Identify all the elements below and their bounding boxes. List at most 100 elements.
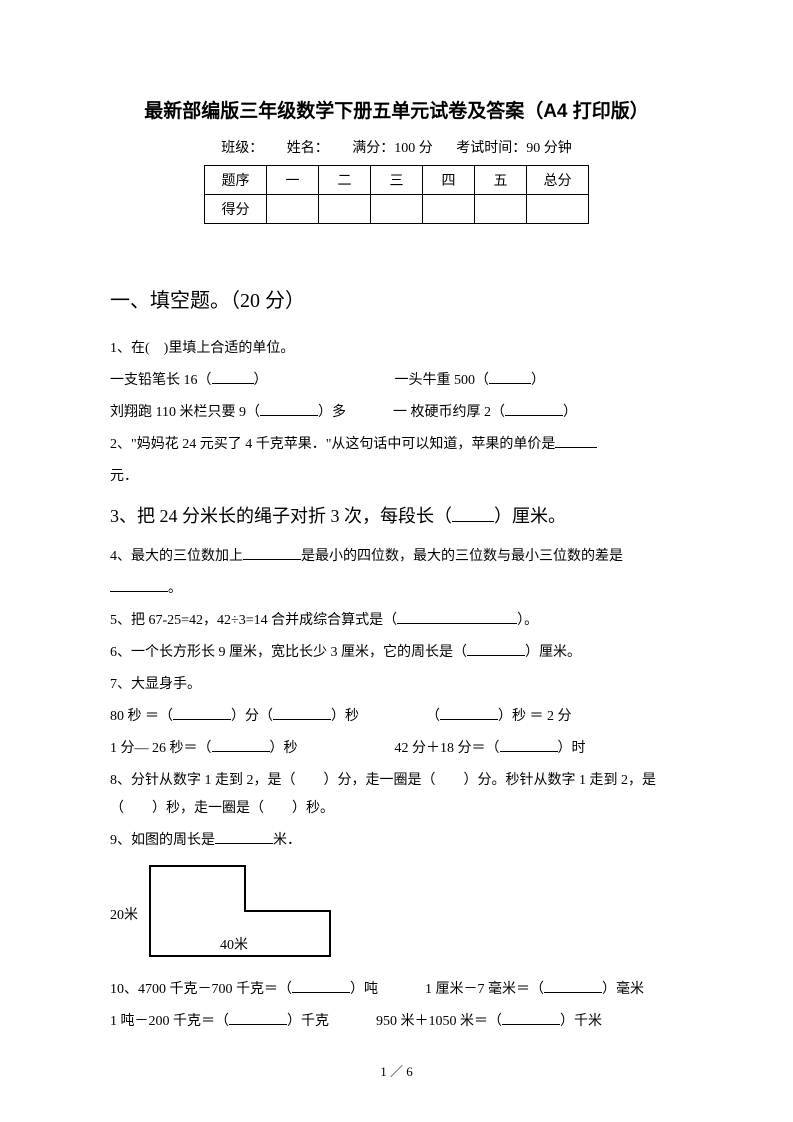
q2-a: 2、"妈妈花 24 元买了 4 千克苹果．"从这句话中可以知道，苹果的单价是 xyxy=(110,437,555,452)
th-2: 二 xyxy=(319,166,371,195)
q7b-post: ）秒 ＝ 2 分 xyxy=(498,709,572,724)
th-3: 三 xyxy=(371,166,423,195)
blank xyxy=(500,738,558,752)
score-table: 题序 一 二 三 四 五 总分 得分 xyxy=(204,165,589,224)
name-label: 姓名： xyxy=(287,141,329,156)
q7-row2: 1 分— 26 秒＝（）秒 42 分＋18 分＝（）时 xyxy=(110,735,683,763)
time-label: 考试时间：90 分钟 xyxy=(456,141,572,156)
q1b-post: ） xyxy=(531,373,545,388)
class-label: 班级： xyxy=(221,141,263,156)
q10b-pre: 1 厘米－7 毫米＝（ xyxy=(425,982,544,997)
blank xyxy=(397,610,517,624)
q7a-post: ）秒 xyxy=(331,709,359,724)
blank xyxy=(555,434,597,448)
blank xyxy=(452,508,494,522)
q1c-pre: 刘翔跑 110 米栏只要 9（ xyxy=(110,405,260,420)
blank xyxy=(489,370,531,384)
q10a-pre: 10、4700 千克－700 千克＝（ xyxy=(110,982,292,997)
q10d-post: ）千米 xyxy=(560,1014,602,1029)
th-seq: 题序 xyxy=(205,166,267,195)
q1d-pre: 一 枚硬币约厚 2（ xyxy=(393,405,505,420)
blank xyxy=(260,402,318,416)
q9: 9、如图的周长是 米． xyxy=(110,827,683,855)
q4-tail: 。 xyxy=(110,575,683,603)
q4-b: 是最小的四位数，最大的三位数与最小三位数的差是 xyxy=(301,549,623,564)
td-blank xyxy=(319,195,371,224)
blank xyxy=(229,1011,287,1025)
q5-a: 5、把 67-25=42，42÷3=14 合并成综合算式是（ xyxy=(110,613,397,628)
q1-row2: 刘翔跑 110 米栏只要 9（ ）多 一 枚硬币约厚 2（ ） xyxy=(110,399,683,427)
blank xyxy=(173,706,231,720)
blank xyxy=(505,402,563,416)
td-blank xyxy=(267,195,319,224)
q9-figure: 20米 40米 xyxy=(110,861,683,966)
q4-a: 4、最大的三位数加上 xyxy=(110,549,243,564)
td-blank xyxy=(423,195,475,224)
q1d-post: ） xyxy=(563,405,577,420)
q6: 6、一个长方形长 9 厘米，宽比长少 3 厘米，它的周长是（）厘米。 xyxy=(110,639,683,667)
blank xyxy=(440,706,498,720)
th-total: 总分 xyxy=(527,166,589,195)
q1a-post: ） xyxy=(254,373,268,388)
th-4: 四 xyxy=(423,166,475,195)
table-row: 题序 一 二 三 四 五 总分 xyxy=(205,166,589,195)
blank xyxy=(467,642,525,656)
blank xyxy=(110,578,168,592)
q3: 3、把 24 分米长的绳子对折 3 次，每段长（ ）厘米。 xyxy=(110,497,683,537)
section-1-heading: 一、填空题。（20 分） xyxy=(110,284,683,313)
q10b-post: ）毫米 xyxy=(602,982,644,997)
blank xyxy=(273,706,331,720)
q7c-pre: 1 分— 26 秒＝（ xyxy=(110,741,212,756)
q1-row1: 一支铅笔长 16（ ） 一头牛重 500（ ） xyxy=(110,367,683,395)
fullscore-label: 满分：100 分 xyxy=(352,141,433,156)
q7d-post: ）时 xyxy=(558,741,586,756)
table-row: 得分 xyxy=(205,195,589,224)
q7a-mid: ）分（ xyxy=(231,709,273,724)
td-blank xyxy=(371,195,423,224)
th-1: 一 xyxy=(267,166,319,195)
fig-bottom-label: 40米 xyxy=(220,937,248,953)
l-shape-icon: 20米 40米 xyxy=(110,861,340,961)
blank xyxy=(292,979,350,993)
blank xyxy=(502,1011,560,1025)
q10-row1: 10、4700 千克－700 千克＝（ ）吨 1 厘米－7 毫米＝（ ）毫米 xyxy=(110,976,683,1004)
td-blank xyxy=(527,195,589,224)
q10a-post: ）吨 xyxy=(350,982,378,997)
q6-b: ）厘米。 xyxy=(525,645,581,660)
blank xyxy=(215,830,273,844)
q7-row1: 80 秒 ＝（ ）分（ ）秒 （ ）秒 ＝ 2 分 xyxy=(110,703,683,731)
q5: 5、把 67-25=42，42÷3=14 合并成综合算式是（ ）。 xyxy=(110,607,683,635)
q7b-pre: （ xyxy=(426,709,440,724)
q2: 2、"妈妈花 24 元买了 4 千克苹果．"从这句话中可以知道，苹果的单价是 xyxy=(110,431,683,459)
q1-lead: 1、在( )里填上合适的单位。 xyxy=(110,335,683,363)
blank xyxy=(544,979,602,993)
page-title: 最新部编版三年级数学下册五单元试卷及答案（A4 打印版） xyxy=(110,96,683,123)
q3-b: ）厘米。 xyxy=(494,506,566,526)
q4: 4、最大的三位数加上 是最小的四位数，最大的三位数与最小三位数的差是 xyxy=(110,543,683,571)
q8: 8、分针从数字 1 走到 2，是（ ）分，走一圈是（ ）分。秒针从数字 1 走到… xyxy=(110,767,683,823)
q10-row2: 1 吨－200 千克＝（ ）千克 950 米＋1050 米＝（ ）千米 xyxy=(110,1008,683,1036)
q9-a: 9、如图的周长是 xyxy=(110,833,215,848)
th-5: 五 xyxy=(475,166,527,195)
q10c-post: ）千克 xyxy=(287,1014,329,1029)
blank xyxy=(212,738,270,752)
q9-b: 米． xyxy=(273,833,301,848)
q3-a: 3、把 24 分米长的绳子对折 3 次，每段长（ xyxy=(110,506,452,526)
q1a-pre: 一支铅笔长 16（ xyxy=(110,373,212,388)
q2-tail: 元． xyxy=(110,463,683,491)
fig-left-label: 20米 xyxy=(110,907,138,923)
q7-lead: 7、大显身手。 xyxy=(110,671,683,699)
q5-b: ）。 xyxy=(517,613,538,628)
meta-line: 班级： 姓名： 满分：100 分 考试时间：90 分钟 xyxy=(110,137,683,157)
q7d-pre: 42 分＋18 分＝（ xyxy=(395,741,500,756)
blank xyxy=(243,546,301,560)
q1b-pre: 一头牛重 500（ xyxy=(395,373,490,388)
blank xyxy=(212,370,254,384)
q7a-pre: 80 秒 ＝（ xyxy=(110,709,173,724)
td-score-label: 得分 xyxy=(205,195,267,224)
q10c-pre: 1 吨－200 千克＝（ xyxy=(110,1014,229,1029)
q10d-pre: 950 米＋1050 米＝（ xyxy=(376,1014,502,1029)
q4-c: 。 xyxy=(168,581,182,596)
q1c-post: ）多 xyxy=(318,405,346,420)
page-footer: 1 ／ 6 xyxy=(0,1061,793,1080)
